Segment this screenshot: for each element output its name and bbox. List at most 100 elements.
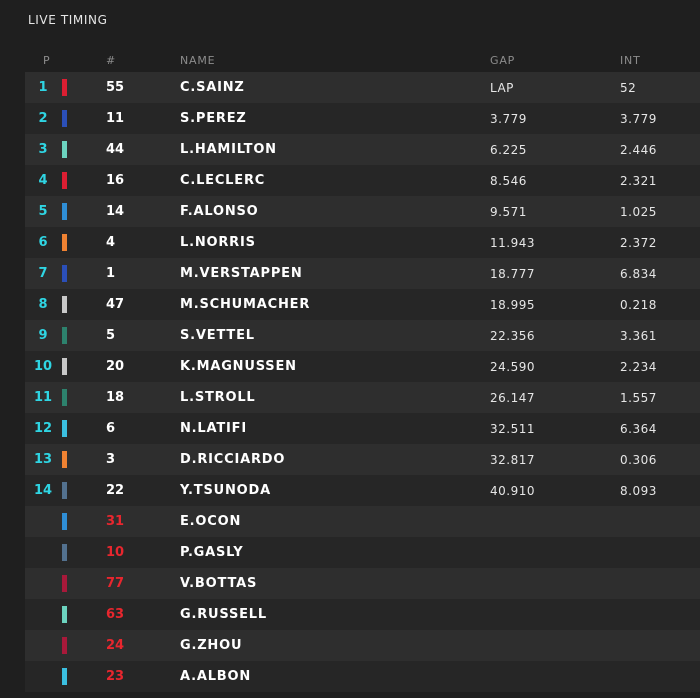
position: 7 <box>38 266 48 281</box>
car-number: 4 <box>106 235 116 250</box>
gap: 18.777 <box>490 266 535 281</box>
driver-row: 14 22 Y.TSUNODA 40.910 8.093 <box>25 475 700 506</box>
car-number: 6 <box>106 421 116 436</box>
driver-name: C.LECLERC <box>180 173 266 188</box>
interval: 1.557 <box>620 390 657 405</box>
driver-row: 10 P.GASLY <box>25 537 700 568</box>
driver-name: M.SCHUMACHER <box>180 297 311 312</box>
position: 1 <box>38 80 48 95</box>
team-color-bar <box>62 110 67 127</box>
driver-name: S.VETTEL <box>180 328 255 343</box>
gap: 22.356 <box>490 328 535 343</box>
driver-name: K.MAGNUSSEN <box>180 359 297 374</box>
car-number: 14 <box>106 204 125 219</box>
team-color-bar <box>62 389 67 406</box>
team-color-bar <box>62 327 67 344</box>
position: 5 <box>38 204 48 219</box>
position: 9 <box>38 328 48 343</box>
car-number: 16 <box>106 173 125 188</box>
team-color-bar <box>62 420 67 437</box>
team-color-bar <box>62 79 67 96</box>
driver-row: 12 6 N.LATIFI 32.511 6.364 <box>25 413 700 444</box>
driver-row: 77 V.BOTTAS <box>25 568 700 599</box>
car-number: 63 <box>106 607 125 622</box>
car-number: 1 <box>106 266 116 281</box>
car-number: 23 <box>106 669 125 684</box>
interval: 8.093 <box>620 483 657 498</box>
team-color-bar <box>62 637 67 654</box>
driver-row: 31 E.OCON <box>25 506 700 537</box>
team-color-bar <box>62 451 67 468</box>
driver-name: D.RICCIARDO <box>180 452 286 467</box>
gap: 40.910 <box>490 483 535 498</box>
driver-row: 24 G.ZHOU <box>25 630 700 661</box>
driver-row: 6 4 L.NORRIS 11.943 2.372 <box>25 227 700 258</box>
driver-name: G.RUSSELL <box>180 607 267 622</box>
driver-name: C.SAINZ <box>180 80 245 95</box>
position: 6 <box>38 235 48 250</box>
driver-name: V.BOTTAS <box>180 576 258 591</box>
gap: 18.995 <box>490 297 535 312</box>
gap: 32.817 <box>490 452 535 467</box>
position: 4 <box>38 173 48 188</box>
position: 8 <box>38 297 48 312</box>
car-number: 47 <box>106 297 125 312</box>
team-color-bar <box>62 265 67 282</box>
driver-name: P.GASLY <box>180 545 244 560</box>
position: 2 <box>38 111 48 126</box>
driver-row: 23 A.ALBON <box>25 661 700 692</box>
car-number: 10 <box>106 545 125 560</box>
driver-row: 63 G.RUSSELL <box>25 599 700 630</box>
interval: 6.834 <box>620 266 657 281</box>
position: 12 <box>33 421 53 436</box>
interval: 3.361 <box>620 328 657 343</box>
driver-name: M.VERSTAPPEN <box>180 266 303 281</box>
team-color-bar <box>62 482 67 499</box>
team-color-bar <box>62 141 67 158</box>
car-number: 20 <box>106 359 125 374</box>
driver-name: S.PEREZ <box>180 111 247 126</box>
gap: 3.779 <box>490 111 527 126</box>
gap: 6.225 <box>490 142 527 157</box>
team-color-bar <box>62 606 67 623</box>
interval: 6.364 <box>620 421 657 436</box>
driver-row: 7 1 M.VERSTAPPEN 18.777 6.834 <box>25 258 700 289</box>
interval: 2.321 <box>620 173 657 188</box>
car-number: 22 <box>106 483 125 498</box>
interval: 2.446 <box>620 142 657 157</box>
driver-name: L.STROLL <box>180 390 256 405</box>
driver-row: 11 18 L.STROLL 26.147 1.557 <box>25 382 700 413</box>
gap: 26.147 <box>490 390 535 405</box>
gap: 24.590 <box>490 359 535 374</box>
title: LIVE TIMING <box>28 13 108 27</box>
driver-name: F.ALONSO <box>180 204 259 219</box>
position: 11 <box>33 390 53 405</box>
car-number: 31 <box>106 514 125 529</box>
interval: 2.234 <box>620 359 657 374</box>
car-number: 55 <box>106 80 125 95</box>
team-color-bar <box>62 234 67 251</box>
interval: 0.218 <box>620 297 657 312</box>
team-color-bar <box>62 513 67 530</box>
interval: 0.306 <box>620 452 657 467</box>
team-color-bar <box>62 668 67 685</box>
interval: 3.779 <box>620 111 657 126</box>
team-color-bar <box>62 172 67 189</box>
car-number: 24 <box>106 638 125 653</box>
driver-row: 1 55 C.SAINZ LAP 52 <box>25 72 700 103</box>
interval: 1.025 <box>620 204 657 219</box>
driver-name: L.NORRIS <box>180 235 256 250</box>
team-color-bar <box>62 203 67 220</box>
column-header: GAP <box>490 53 516 67</box>
gap: LAP <box>490 80 514 95</box>
driver-row: 8 47 M.SCHUMACHER 18.995 0.218 <box>25 289 700 320</box>
interval: 52 <box>620 80 637 95</box>
driver-name: Y.TSUNODA <box>180 483 271 498</box>
driver-name: E.OCON <box>180 514 242 529</box>
column-header: P <box>43 53 51 67</box>
team-color-bar <box>62 544 67 561</box>
driver-name: A.ALBON <box>180 669 252 684</box>
interval: 2.372 <box>620 235 657 250</box>
driver-row: 4 16 C.LECLERC 8.546 2.321 <box>25 165 700 196</box>
